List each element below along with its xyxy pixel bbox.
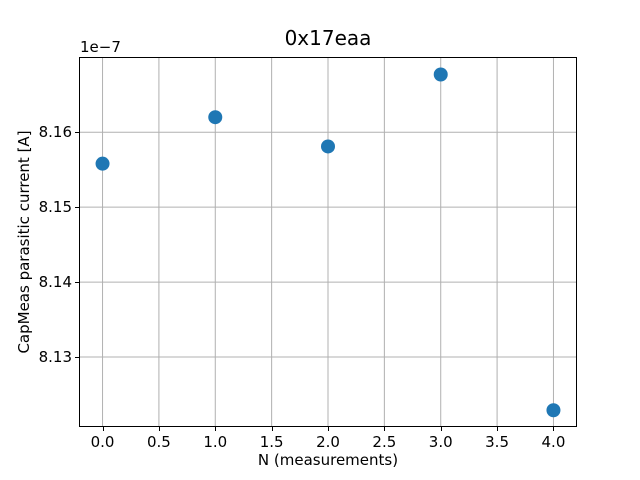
x-tick-mark [158,427,160,431]
y-axis-label: CapMeas parasitic current [A] [15,130,33,354]
data-point [433,67,448,82]
x-tick-mark [553,427,555,431]
x-tick-label: 4.0 [541,433,566,451]
x-tick-mark [440,427,442,431]
y-tick-mark [75,132,79,134]
plot-svg [80,58,576,426]
x-tick-mark [497,427,499,431]
x-tick-mark [271,427,273,431]
data-point [321,139,335,154]
x-tick-mark [328,427,329,431]
data-point [546,403,561,418]
y-tick-mark [75,207,79,209]
data-point [208,110,223,125]
x-tick-label: 1.5 [259,433,284,451]
y-tick-label: 8.15 [38,198,72,217]
plot-area [79,57,577,427]
x-axis-label: N (measurements) [257,451,399,469]
y-tick-mark [75,282,79,284]
x-tick-label: 3.5 [485,433,509,451]
x-tick-label: 3.0 [428,433,453,451]
x-tick-label: 0.0 [90,433,115,451]
y-tick-label: 8.14 [38,273,72,292]
y-tick-label: 8.16 [38,123,72,142]
x-tick-label: 2.0 [316,433,340,451]
y-axis-offset-text: 1e−7 [80,38,121,56]
x-tick-label: 2.5 [372,433,397,451]
x-tick-label: 0.5 [146,433,171,451]
x-tick-label: 1.0 [203,433,228,451]
chart-title: 0x17eaa [284,26,372,50]
y-tick-label: 8.13 [38,348,72,367]
y-tick-mark [75,357,79,359]
x-tick-mark [102,427,104,431]
x-tick-mark [384,427,386,431]
data-point [95,156,110,171]
x-tick-mark [215,427,217,431]
